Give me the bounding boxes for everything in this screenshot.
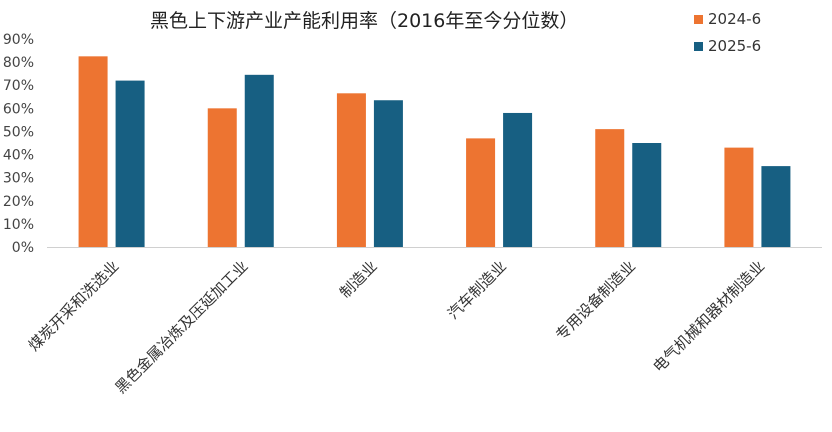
bar-2024-6 [78,56,108,248]
legend-swatch-2024-6 [694,15,703,24]
y-tick-label: 70% [3,78,34,94]
bar-2024-6 [466,138,496,247]
y-tick-label: 50% [3,124,34,140]
y-tick-label: 90% [3,32,34,48]
bar-2025-6 [115,80,145,247]
bar-2025-6 [632,143,662,247]
bar-2025-6 [761,166,791,247]
x-tick-label: 汽车制造业 [444,257,510,323]
bar-2024-6 [595,129,625,247]
y-tick-label: 20% [3,194,34,210]
y-tick-label: 60% [3,101,34,117]
chart-title: 黑色上下游产业产能利用率（2016年至今分位数） [150,10,579,32]
legend-swatch-2025-6 [694,42,703,51]
legend-label-2025-6: 2025-6 [708,37,762,55]
legend-item-2025-6: 2025-6 [694,37,761,55]
y-tick-label: 30% [3,171,34,187]
bar-2025-6 [244,74,274,247]
legend-item-2024-6: 2024-6 [694,10,761,28]
bar-2025-6 [503,112,533,247]
x-tick-label: 制造业 [336,257,381,302]
y-tick-label: 0% [12,240,34,256]
bar-2024-6 [336,93,366,247]
x-tick-label: 电气机械和器材制造业 [649,257,768,376]
bar-2025-6 [373,100,403,247]
x-tick-label: 黑色金属冶炼及压延加工业 [112,257,252,397]
y-tick-label: 80% [3,55,34,71]
y-tick-label: 40% [3,148,34,164]
legend-label-2024-6: 2024-6 [708,10,762,28]
x-tick-label: 煤炭开采和洗选业 [25,257,123,355]
bar-2024-6 [207,108,237,247]
y-tick-label: 10% [3,217,34,233]
bar-2024-6 [724,147,754,247]
x-tick-label: 专用设备制造业 [552,257,639,344]
